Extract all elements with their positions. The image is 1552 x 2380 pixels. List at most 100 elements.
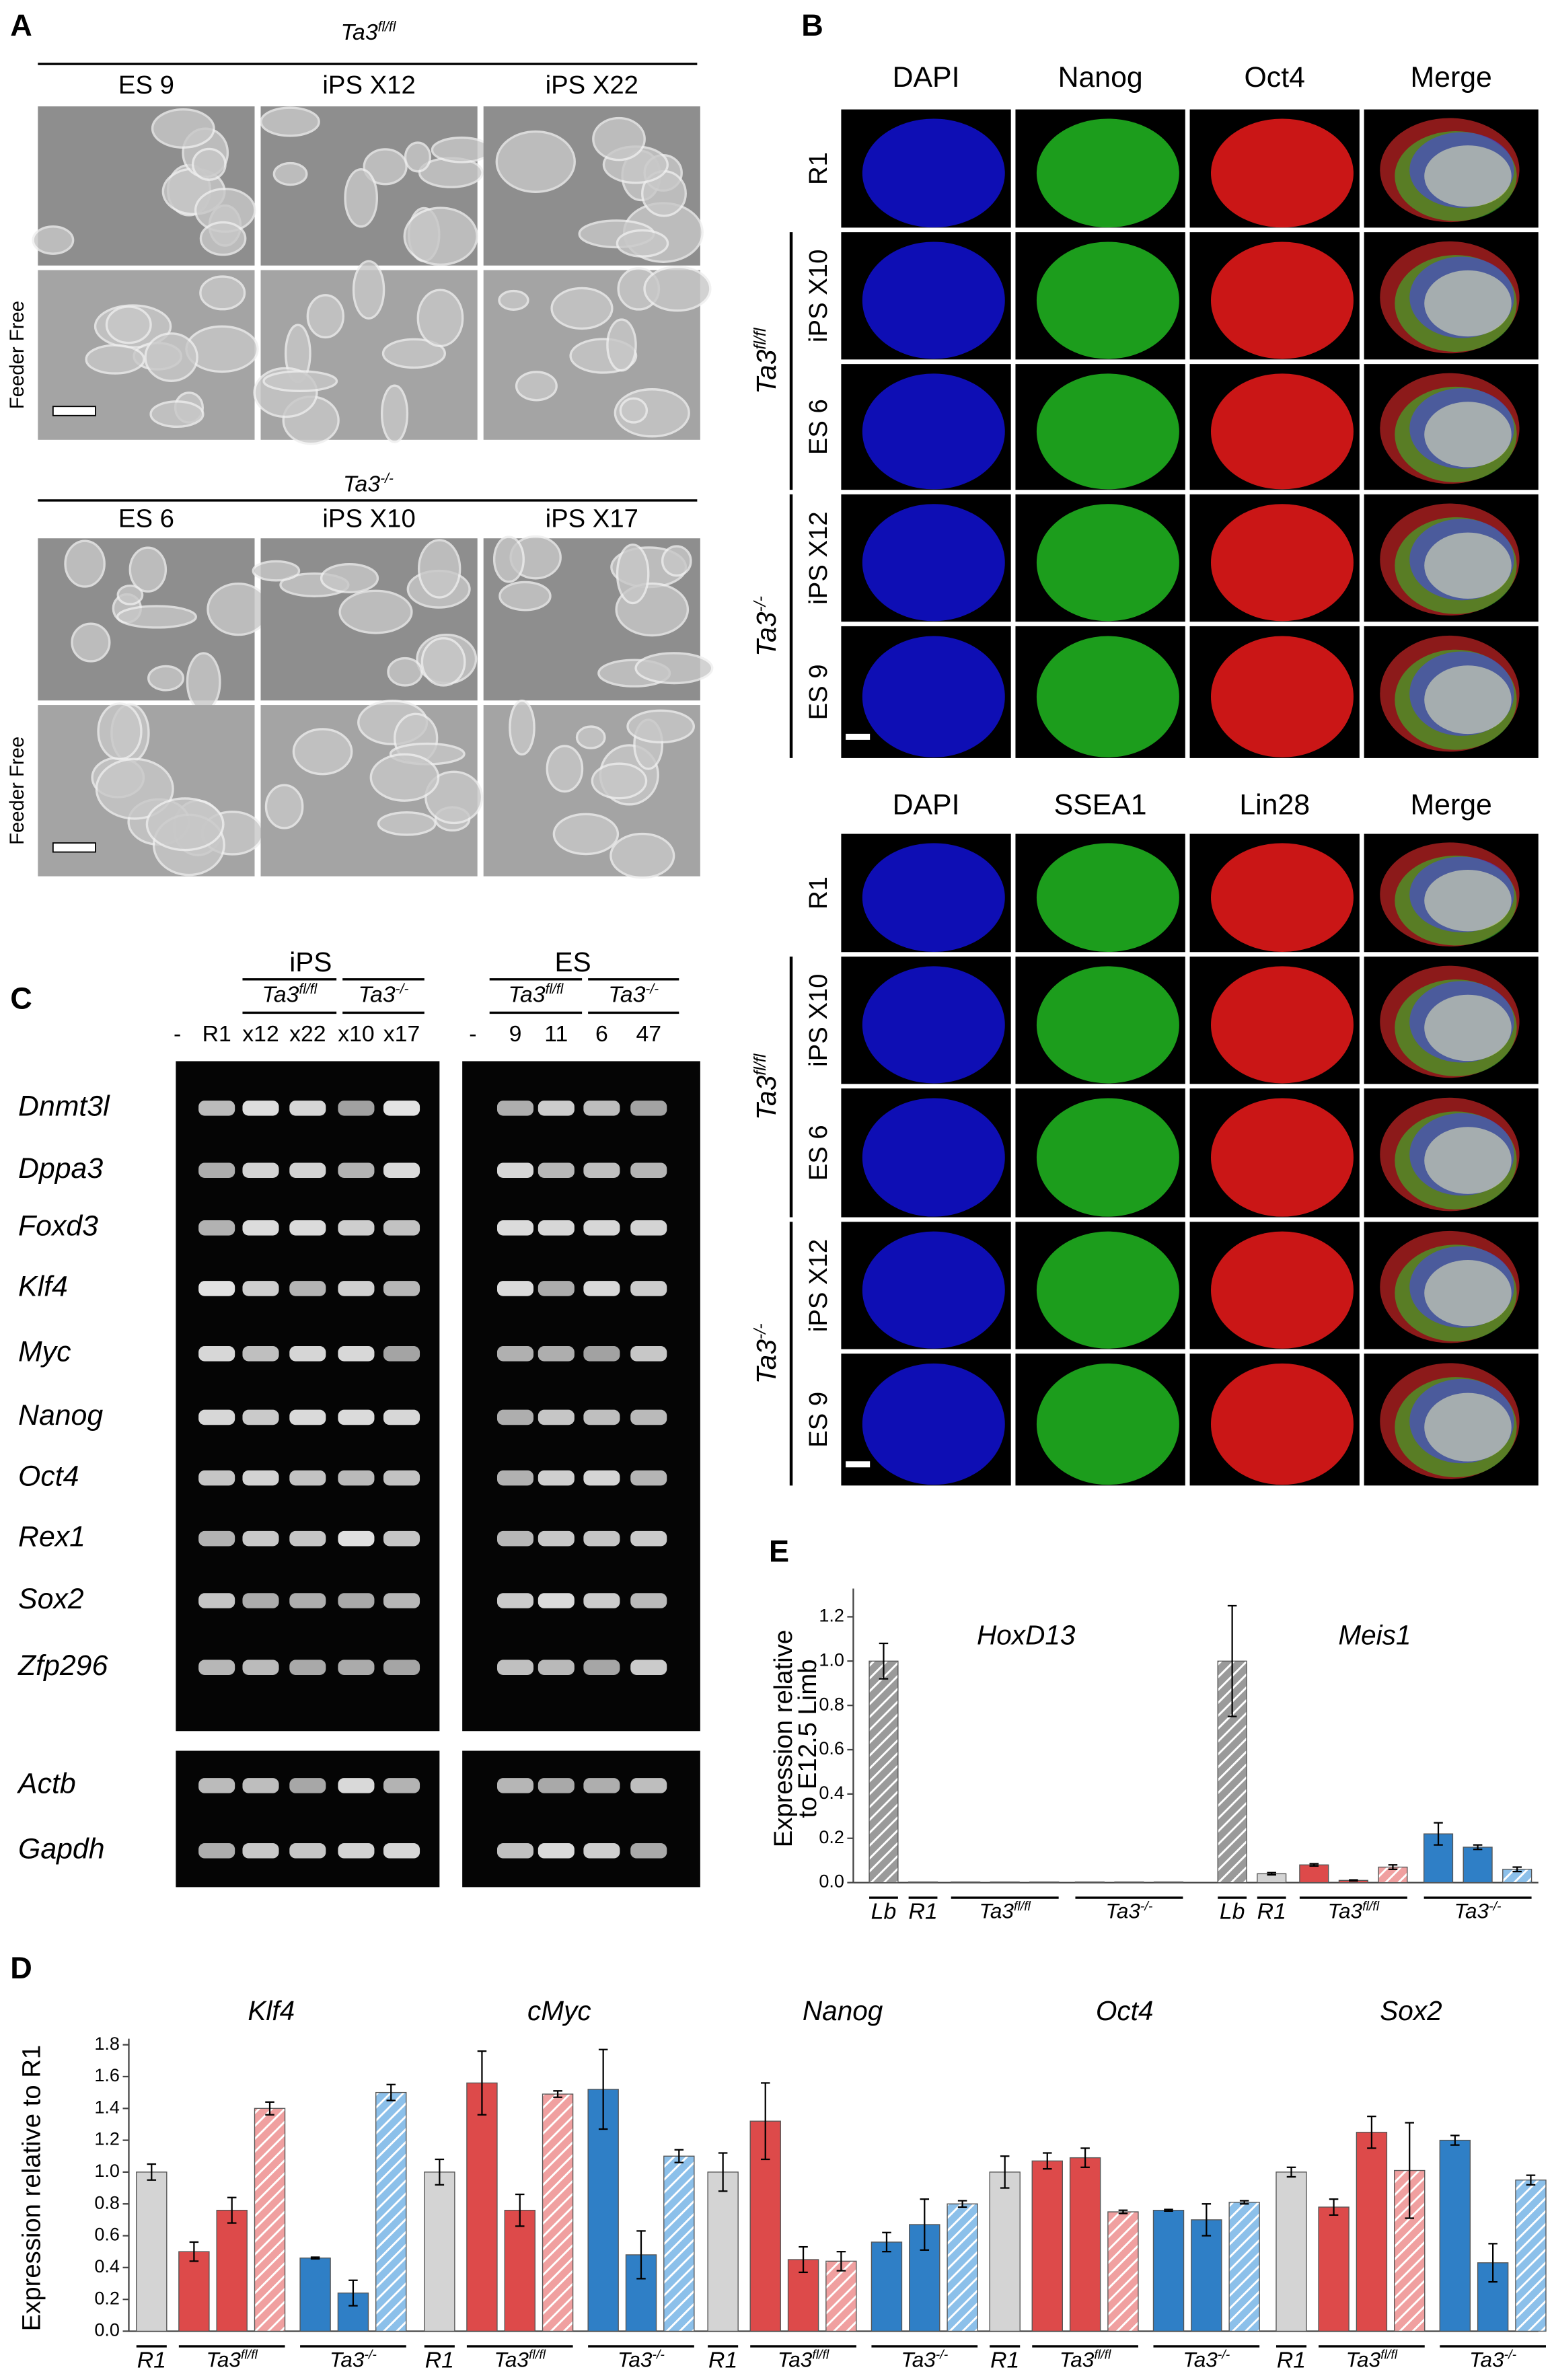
lane-label: - xyxy=(469,1021,476,1047)
channel-header: Oct4 xyxy=(1245,61,1305,94)
colony-signal xyxy=(1211,373,1354,490)
y-tick-label: 0.8 xyxy=(819,1694,844,1714)
label-base: Ta3 xyxy=(1328,1899,1363,1923)
colony-signal xyxy=(1211,1363,1354,1485)
band xyxy=(496,1660,534,1675)
band xyxy=(383,1530,420,1547)
bar xyxy=(254,2108,286,2332)
label-sup: -/- xyxy=(1140,1899,1153,1914)
band xyxy=(538,1162,575,1178)
colony xyxy=(145,797,225,852)
label-sup: -/- xyxy=(1489,1899,1502,1914)
merge-signal xyxy=(1424,145,1512,207)
band xyxy=(496,1220,534,1236)
colony xyxy=(151,108,215,149)
band xyxy=(198,1162,235,1178)
gene-label: Oct4 xyxy=(18,1460,79,1492)
category-label: Ta3fl/fl xyxy=(1060,2348,1111,2372)
label-base: Ta3 xyxy=(494,2348,529,2372)
label-sup: fl/fl xyxy=(751,1053,770,1076)
colony xyxy=(97,702,143,761)
bar xyxy=(1029,1881,1060,1884)
band xyxy=(630,1660,667,1675)
colony xyxy=(575,725,606,749)
label-base: Ta3 xyxy=(979,1899,1014,1923)
y-tick-label: 0.8 xyxy=(94,2192,120,2212)
colony-signal xyxy=(1211,118,1354,228)
band xyxy=(289,1101,326,1116)
gene-label: Klf4 xyxy=(18,1271,68,1303)
scale-bar xyxy=(846,733,871,740)
bar xyxy=(1318,2206,1350,2332)
label-sup: -/- xyxy=(1218,2348,1230,2363)
label-base: Ta3 xyxy=(1060,2348,1095,2372)
label-base: Ta3 xyxy=(330,2348,365,2372)
lane-label: 11 xyxy=(544,1021,568,1047)
y-tick-label: 0.0 xyxy=(94,2320,120,2340)
band xyxy=(583,1530,620,1547)
colony xyxy=(272,161,308,186)
label-base: Ta3 xyxy=(618,2348,653,2372)
label-base: Ta3 xyxy=(343,471,380,496)
group-title: Oct4 xyxy=(1096,1995,1154,2026)
colony-signal xyxy=(862,241,1005,359)
merge-signal xyxy=(1424,870,1512,932)
band xyxy=(242,1470,279,1486)
colony xyxy=(292,728,353,776)
colony xyxy=(515,371,558,402)
bar xyxy=(424,2171,455,2332)
band xyxy=(496,1101,534,1116)
label-sup: -/- xyxy=(936,2348,949,2363)
band xyxy=(242,1660,279,1675)
band xyxy=(338,1409,375,1425)
band xyxy=(630,1281,667,1296)
colony xyxy=(498,289,529,311)
row-label: iPS X12 xyxy=(804,1239,833,1332)
band xyxy=(242,1281,279,1296)
column-label: iPS X22 xyxy=(546,71,638,100)
group-title: Klf4 xyxy=(248,1995,295,2026)
gene-label: Gapdh xyxy=(18,1833,105,1865)
lane-label: - xyxy=(174,1021,181,1047)
band xyxy=(496,1843,534,1859)
band xyxy=(383,1220,420,1236)
band xyxy=(383,1162,420,1178)
band xyxy=(338,1778,375,1793)
label-sup: -/- xyxy=(645,981,659,997)
band xyxy=(338,1220,375,1236)
label-sup: fl/fl xyxy=(1014,1899,1031,1914)
band xyxy=(583,1281,620,1296)
band xyxy=(496,1593,534,1608)
band xyxy=(242,1778,279,1793)
band xyxy=(289,1470,326,1486)
band xyxy=(198,1409,235,1425)
panel-letter: E xyxy=(769,1534,789,1569)
colony xyxy=(199,275,246,311)
colony xyxy=(403,207,478,266)
band xyxy=(583,1220,620,1236)
bar xyxy=(908,1881,938,1884)
bar xyxy=(1114,1881,1144,1884)
lane-label: x17 xyxy=(383,1021,420,1047)
merge-signal xyxy=(1424,270,1512,337)
scale-bar xyxy=(52,842,96,853)
band xyxy=(583,1409,620,1425)
band xyxy=(338,1843,375,1859)
y-tick-label: 1.0 xyxy=(94,2161,120,2181)
band xyxy=(630,1409,667,1425)
row-label: ES 9 xyxy=(804,1392,833,1448)
colony xyxy=(116,605,197,629)
merge-signal xyxy=(1424,1127,1512,1194)
colony xyxy=(546,745,584,793)
colony xyxy=(260,106,320,137)
band xyxy=(583,1660,620,1675)
colony xyxy=(431,137,492,163)
bar xyxy=(1153,1881,1184,1884)
band xyxy=(583,1470,620,1486)
category-label: Ta3-/- xyxy=(1183,2348,1230,2372)
colony xyxy=(591,762,648,800)
bar xyxy=(1069,2157,1101,2332)
lane-label: 6 xyxy=(595,1021,608,1047)
colony xyxy=(186,652,221,712)
